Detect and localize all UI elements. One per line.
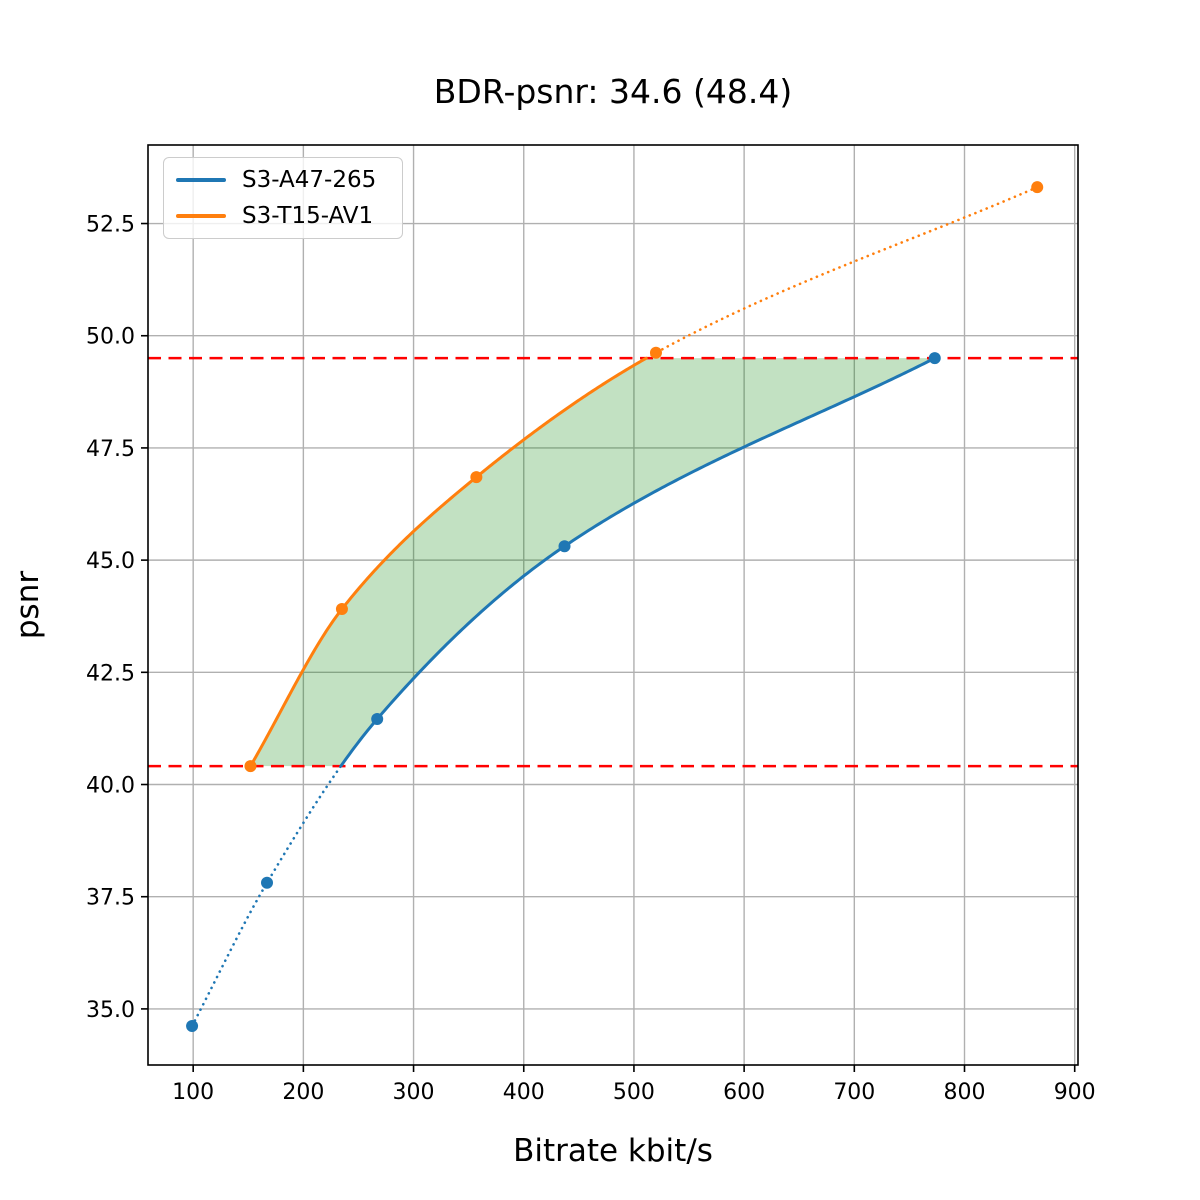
x-tick-label: 400 xyxy=(503,1080,545,1105)
series-1-solid-curve xyxy=(249,356,648,767)
bd-overlap-fill xyxy=(250,358,935,767)
legend-item: S3-T15-AV1 xyxy=(176,203,402,229)
x-tick-label: 500 xyxy=(613,1080,655,1105)
y-tick-label: 42.5 xyxy=(86,661,135,686)
y-tick-label: 45.0 xyxy=(86,549,135,574)
data-point-marker xyxy=(244,760,257,773)
data-point-marker xyxy=(371,712,384,725)
data-point-marker xyxy=(1031,181,1044,194)
x-tick-label: 200 xyxy=(282,1080,324,1105)
x-tick-label: 800 xyxy=(944,1080,986,1105)
legend-line-swatch xyxy=(176,178,226,182)
x-tick-label: 100 xyxy=(172,1080,214,1105)
y-tick-label: 40.0 xyxy=(86,774,135,799)
y-tick-label: 50.0 xyxy=(86,325,135,350)
series-1-dotted-curve xyxy=(645,185,1039,360)
x-tick-label: 600 xyxy=(723,1080,765,1105)
data-point-marker xyxy=(470,471,483,484)
legend-label: S3-T15-AV1 xyxy=(242,203,374,229)
legend: S3-A47-265 S3-T15-AV1 xyxy=(163,157,403,239)
y-tick-label: 35.0 xyxy=(86,998,135,1023)
y-axis-label: psnr xyxy=(10,570,46,640)
legend-item: S3-A47-265 xyxy=(176,167,402,193)
data-point-marker xyxy=(335,603,348,616)
series-0-solid-curve xyxy=(339,356,936,767)
legend-line-swatch xyxy=(176,214,226,218)
x-tick-label: 300 xyxy=(393,1080,435,1105)
data-point-marker xyxy=(649,346,662,359)
chart-title: BDR-psnr: 34.6 (48.4) xyxy=(433,72,793,111)
y-tick-label: 47.5 xyxy=(86,437,135,462)
series-0-dotted-curve xyxy=(190,764,343,1028)
data-point-marker xyxy=(186,1019,199,1032)
data-point-marker xyxy=(928,352,941,365)
legend-label: S3-A47-265 xyxy=(242,167,377,193)
x-tick-label: 700 xyxy=(833,1080,875,1105)
data-point-marker xyxy=(558,540,571,553)
plot-border xyxy=(147,144,1079,1066)
y-tick-label: 37.5 xyxy=(86,886,135,911)
y-tick-label: 52.5 xyxy=(86,213,135,238)
x-tick-label: 900 xyxy=(1054,1080,1096,1105)
x-axis-label: Bitrate kbit/s xyxy=(513,1133,713,1169)
data-point-marker xyxy=(261,876,274,889)
